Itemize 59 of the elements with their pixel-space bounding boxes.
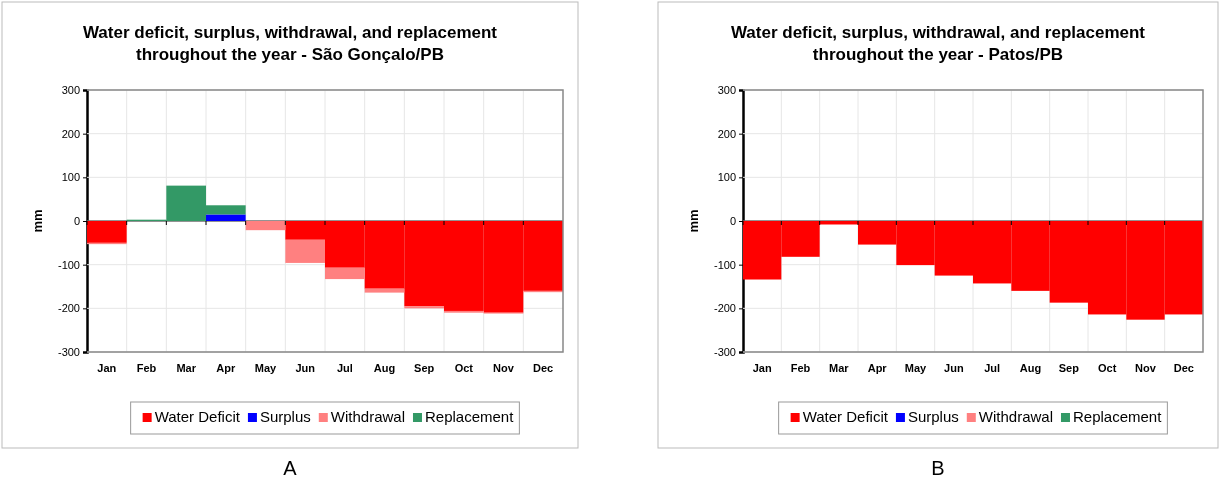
x-tick-label: Feb (136, 362, 157, 374)
y-axis-title: mm (30, 209, 45, 233)
x-tick-label: Jun (295, 362, 316, 374)
x-tick-label: Apr (216, 362, 237, 374)
y-tick-label: 200 (717, 127, 736, 140)
x-tick-label: Nov (1135, 362, 1157, 374)
bar (87, 221, 127, 243)
x-tick-label: May (904, 362, 928, 374)
text: A (283, 457, 298, 479)
x-tick-label: Jul (336, 362, 353, 374)
bar (245, 221, 286, 231)
y-tick-label: 0 (73, 215, 80, 228)
x-tick-label: Mar (829, 362, 850, 374)
legend-label: Surplus (259, 408, 311, 425)
x-tick-label: Jan (97, 362, 117, 374)
x-tick-label: Sep (414, 362, 435, 374)
x-tick-label: Jan (752, 362, 772, 374)
bar (364, 288, 405, 293)
y-tick-label: 300 (61, 84, 80, 97)
y-axis-title: mm (686, 209, 701, 233)
x-tick-label: May (254, 362, 278, 374)
x-tick-label: Oct (1097, 362, 1117, 374)
legend-label: Water Deficit (802, 408, 889, 425)
chart-title: Water deficit, surplus, withdrawal, and replacement throughout the year - São Gonçalo/PB (82, 23, 498, 64)
x-tick-label: Nov (493, 362, 515, 374)
x-tick-label: Mar (176, 362, 197, 374)
y-tick-label: -200 (713, 302, 736, 315)
x-tick-label: Sep (1058, 362, 1080, 374)
legend-label: Replacement (424, 408, 515, 425)
y-tick-label: 100 (717, 171, 736, 184)
legend-label: Replacement (1072, 408, 1163, 425)
bar (206, 214, 246, 221)
bar (285, 239, 325, 263)
legend-label: Surplus (907, 408, 959, 425)
y-tick-label: -300 (713, 346, 736, 359)
y-tick-label: 0 (729, 215, 736, 228)
y-tick-label: 300 (717, 84, 736, 97)
x-tick-label: Dec (1173, 362, 1194, 374)
x-tick-label: Jul (984, 362, 1001, 374)
x-tick-label: Oct (454, 362, 474, 374)
y-tick-label: 200 (61, 127, 80, 140)
y-tick-label: -200 (57, 302, 80, 315)
bar (404, 306, 444, 309)
x-tick-label: Feb (790, 362, 811, 374)
y-tick-label: -300 (57, 346, 80, 359)
bar (325, 267, 365, 280)
x-tick-label: Aug (1019, 362, 1042, 374)
x-tick-label: Apr (867, 362, 888, 374)
x-tick-label: Jun (944, 362, 964, 374)
x-tick-label: Dec (533, 362, 554, 374)
y-tick-label: -100 (57, 258, 80, 271)
chart-title: Water deficit, surplus, withdrawal, and replacement throughout the year - Patos/PB (730, 23, 1146, 64)
x-tick-label: Aug (373, 362, 396, 374)
legend-label: Withdrawal (330, 408, 405, 425)
text: B (931, 457, 945, 479)
legend-label: Water Deficit (154, 408, 241, 425)
y-tick-label: -100 (713, 258, 736, 271)
y-tick-label: 100 (61, 171, 80, 184)
legend-label: Withdrawal (978, 408, 1053, 425)
